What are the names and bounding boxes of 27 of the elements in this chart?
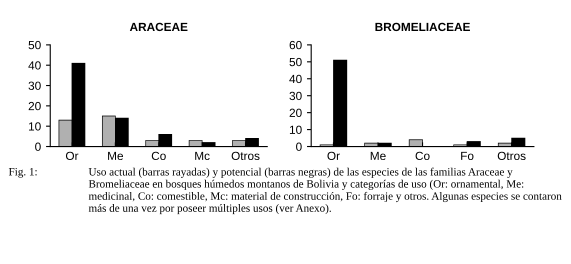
y-tick-label: 10: [28, 122, 41, 131]
y-tick-label: 60: [290, 40, 302, 50]
x-tick-label: Otros: [232, 152, 260, 160]
y-tick-label: 0: [296, 142, 302, 151]
y-tick-label: 30: [28, 82, 41, 90]
y-tick-label: 10: [290, 126, 302, 134]
x-tick-label: Mc: [195, 152, 210, 160]
y-tick-label: 40: [289, 74, 302, 84]
y-tick-label: 20: [290, 108, 302, 118]
x-tick-label: Me: [370, 152, 386, 160]
chart-title: BROMELIACEAE: [375, 22, 470, 32]
y-tick-label: 40: [28, 61, 41, 70]
chart-title: ARACEAE: [130, 22, 188, 32]
x-tick-label: Fo: [461, 152, 474, 160]
x-tick-label: Co: [416, 152, 430, 160]
x-tick-label: Co: [152, 152, 166, 160]
x-tick-label: Otros: [498, 152, 526, 160]
y-tick-label: 30: [289, 92, 302, 100]
y-tick-label: 50: [290, 58, 302, 66]
caption: Fig. 1:: [8, 168, 37, 178]
x-tick-label: Or: [66, 152, 78, 160]
x-tick-label: Or: [327, 152, 340, 160]
text: Uso actual (barras rayadas) y potencial (barras negras) de las especies de las familias Araceae y Bromeliaceae en bosques húmedos montanos de Bolivia y categorías de uso (Or: ornamental, Me: medicinal, Co: comestible, Mc: material de construcción, Fo: forraje y otros. Algunas especies se contaron más de una vez por poseer múltiples usos (ver Anexo).: [88, 168, 562, 214]
y-tick-label: 50: [28, 40, 41, 50]
y-tick-label: 20: [28, 102, 41, 110]
y-tick-label: 0: [35, 142, 41, 151]
x-tick-label: Me: [108, 152, 124, 160]
